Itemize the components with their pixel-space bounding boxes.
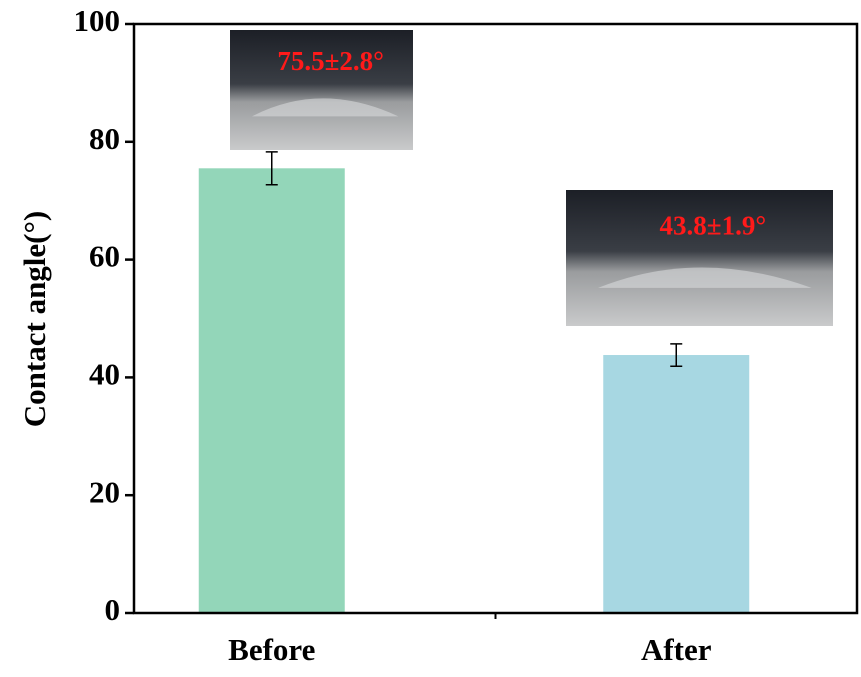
x-tick-label: Before: [228, 632, 315, 667]
annotation: 75.5±2.8°: [277, 46, 384, 76]
bar: [603, 355, 749, 613]
y-axis-title: Contact angle(°): [17, 211, 52, 427]
y-tick-label: 80: [89, 121, 120, 156]
y-tick-label: 100: [74, 3, 121, 38]
bar: [199, 168, 345, 613]
x-tick-label: After: [641, 632, 712, 667]
y-tick-label: 40: [89, 357, 120, 392]
y-tick-label: 20: [89, 474, 120, 509]
chart: Contact angle(°) 0 20 40 60 80 100 Before 75.5±…: [0, 0, 861, 677]
y-tick-label: 60: [89, 239, 120, 274]
annotation: 43.8±1.9°: [660, 210, 767, 240]
y-tick-label: 0: [105, 592, 121, 627]
